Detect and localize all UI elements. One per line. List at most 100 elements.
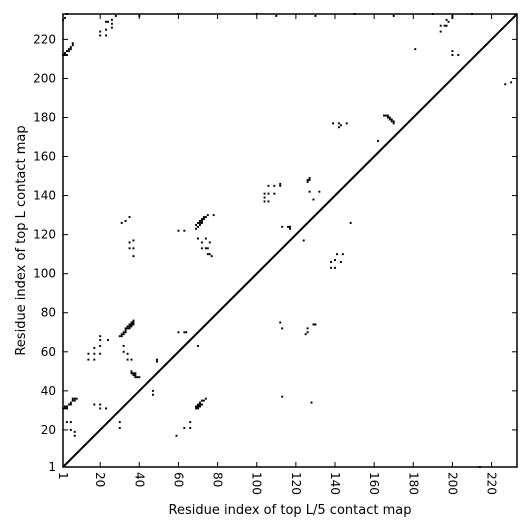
contact-point-lower xyxy=(183,229,186,232)
contact-point-lower xyxy=(122,331,125,334)
contact-point-lower xyxy=(126,325,129,328)
contact-point-lower xyxy=(478,466,481,468)
contact-point-upper xyxy=(275,14,278,17)
y-tick-label: 180 xyxy=(33,110,56,124)
y-tick-label: 160 xyxy=(33,150,56,164)
contact-point-lower xyxy=(87,358,90,361)
contact-point-lower xyxy=(199,219,201,222)
contact-point-lower xyxy=(306,180,309,183)
contact-point-lower xyxy=(208,253,211,256)
contact-point-lower xyxy=(128,216,131,219)
contact-point-lower xyxy=(510,81,513,84)
contact-point-lower xyxy=(177,229,180,232)
y-tick-label: 60 xyxy=(41,345,56,359)
y-tick-label: 200 xyxy=(33,71,56,85)
contact-point-upper xyxy=(67,50,70,53)
contact-point-lower xyxy=(130,321,133,324)
contact-point-lower xyxy=(93,346,96,349)
contact-point-lower xyxy=(126,327,129,330)
contact-point-lower xyxy=(132,319,135,322)
contact-point-lower xyxy=(447,20,450,23)
contact-point-lower xyxy=(204,237,207,240)
contact-point-lower xyxy=(457,54,460,56)
contact-point-lower xyxy=(206,247,209,250)
y-tick-label: 1 xyxy=(48,460,56,474)
contact-point-lower xyxy=(200,218,203,220)
y-axis-title: Residue index of top L contact map xyxy=(14,125,29,355)
contact-point-lower xyxy=(308,177,311,179)
contact-point-lower xyxy=(130,325,133,328)
x-tick-label: 100 xyxy=(250,472,264,495)
contact-point-upper xyxy=(69,46,72,49)
x-tick-label: 80 xyxy=(211,472,225,487)
contact-point-lower xyxy=(304,333,307,336)
contact-point-lower xyxy=(87,352,90,355)
contact-point-lower xyxy=(132,323,135,326)
contact-point-lower xyxy=(185,331,188,334)
contact-point-lower xyxy=(204,397,207,400)
contact-point-lower xyxy=(189,421,192,424)
contact-point-lower xyxy=(71,399,74,402)
contact-point-lower xyxy=(128,241,131,244)
contact-point-lower xyxy=(200,219,203,222)
contact-point-lower xyxy=(390,118,393,121)
contact-point-lower xyxy=(439,30,442,33)
y-tick-label: 100 xyxy=(33,267,56,281)
contact-point-lower xyxy=(118,335,121,338)
contact-point-lower xyxy=(312,198,315,201)
contact-point-lower xyxy=(99,335,102,338)
contact-point-lower xyxy=(334,259,336,262)
contact-point-lower xyxy=(71,397,74,400)
x-tick-label: 20 xyxy=(93,472,107,487)
contact-point-lower xyxy=(99,344,102,347)
contact-point-lower xyxy=(377,139,380,142)
contact-point-lower xyxy=(384,114,387,117)
contact-point-lower xyxy=(273,184,276,187)
x-tick-label: 1 xyxy=(56,472,70,480)
contact-point-lower xyxy=(130,370,133,373)
contact-point-lower xyxy=(200,399,203,402)
x-tick-label: 200 xyxy=(445,472,459,495)
contact-point-lower xyxy=(443,24,446,27)
contact-point-lower xyxy=(289,227,291,230)
contact-point-lower xyxy=(281,327,284,330)
contact-point-lower xyxy=(69,428,72,431)
contact-point-lower xyxy=(122,350,125,353)
contact-point-upper xyxy=(105,34,108,37)
contact-point-lower xyxy=(445,24,448,27)
contact-point-lower xyxy=(120,333,123,336)
contact-point-lower xyxy=(175,434,178,437)
contact-point-lower xyxy=(93,403,96,406)
contact-point-lower xyxy=(105,407,108,410)
contact-point-lower xyxy=(134,376,137,379)
contact-point-lower xyxy=(392,120,395,123)
contact-point-lower xyxy=(330,261,333,263)
contact-point-lower xyxy=(134,374,137,377)
contact-point-lower xyxy=(349,221,352,224)
contact-point-lower xyxy=(504,83,507,86)
contact-point-lower xyxy=(155,360,158,363)
contact-point-lower xyxy=(451,54,454,56)
x-tick-label: 60 xyxy=(171,472,185,487)
contact-point-upper xyxy=(71,44,74,47)
contact-point-lower xyxy=(306,331,309,334)
plot-area xyxy=(62,13,518,468)
contact-point-lower xyxy=(414,48,417,51)
contact-point-lower xyxy=(62,407,64,410)
contact-point-lower xyxy=(206,214,209,217)
contact-point-lower xyxy=(69,403,72,406)
contact-point-lower xyxy=(65,405,68,408)
contact-point-lower xyxy=(132,374,135,377)
contact-point-lower xyxy=(99,407,102,410)
contact-point-upper xyxy=(105,28,108,31)
contact-point-lower xyxy=(330,266,333,269)
contact-point-lower xyxy=(189,426,192,429)
x-axis-title: Residue index of top L/5 contact map xyxy=(169,503,412,518)
contact-point-lower xyxy=(206,253,209,256)
contact-point-lower xyxy=(136,376,139,379)
contact-point-lower xyxy=(177,331,180,334)
contact-point-upper xyxy=(110,26,113,29)
contact-point-lower xyxy=(445,18,448,21)
contact-point-lower xyxy=(65,421,68,424)
